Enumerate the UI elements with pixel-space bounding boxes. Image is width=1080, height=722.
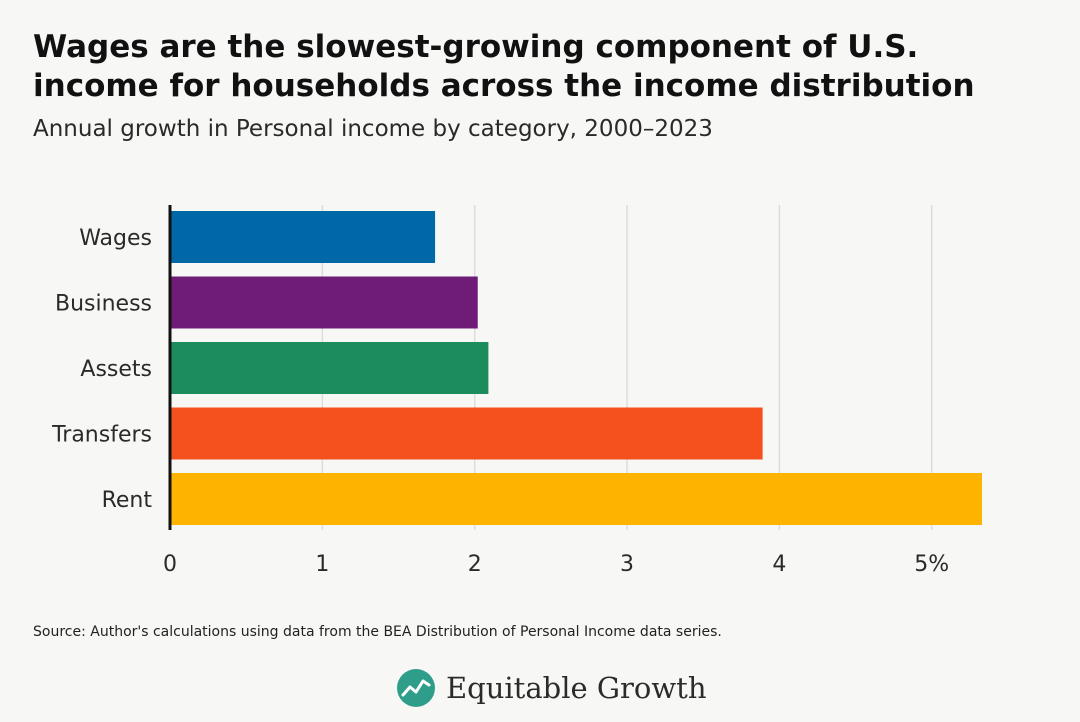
bar-transfers bbox=[170, 407, 763, 460]
bar-chart: Wages Business Assets Transfers Rent 0 1 2 3 4 5% bbox=[51, 205, 982, 577]
bar-business bbox=[170, 276, 478, 329]
category-label-transfers: Transfers bbox=[51, 423, 152, 448]
x-tick-label-1: 1 bbox=[315, 552, 329, 577]
x-tick-label-2: 2 bbox=[468, 552, 482, 577]
chart-title: Wages are the slowest-growing component … bbox=[33, 29, 975, 104]
x-tick-label-4: 4 bbox=[772, 552, 786, 577]
growth-chart-icon bbox=[397, 669, 435, 707]
source-note: Source: Author's calculations using data… bbox=[33, 624, 722, 640]
bar-wages bbox=[170, 211, 436, 263]
x-tick-label-3: 3 bbox=[620, 552, 634, 577]
bar-rent bbox=[170, 473, 982, 525]
category-label-rent: Rent bbox=[102, 488, 153, 513]
brand-name: Equitable Growth bbox=[446, 671, 707, 705]
x-tick-label-0: 0 bbox=[163, 552, 177, 577]
chart-subtitle: Annual growth in Personal income by cate… bbox=[33, 116, 713, 142]
bar-assets bbox=[170, 342, 489, 394]
brand-logo: Equitable Growth bbox=[396, 666, 707, 710]
x-tick-label-5: 5% bbox=[914, 552, 949, 577]
category-label-wages: Wages bbox=[79, 226, 152, 251]
category-label-assets: Assets bbox=[80, 357, 152, 382]
category-label-business: Business bbox=[55, 292, 152, 317]
